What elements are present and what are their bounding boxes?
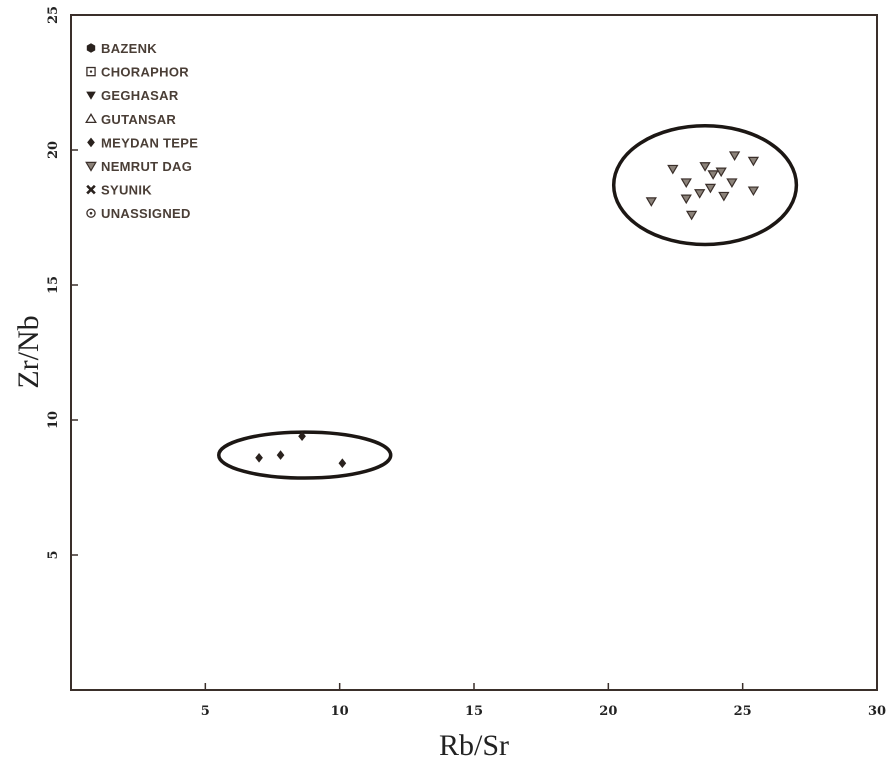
- point-nemrut-dag-14: [747, 156, 760, 167]
- y-tick-label-20: 20: [46, 141, 61, 159]
- point-nemrut-dag-2: [667, 164, 679, 175]
- point-meydan-tepe-3: [298, 431, 306, 441]
- cluster-ellipses: [217, 123, 799, 480]
- point-nemrut-dag-6: [694, 189, 706, 199]
- legend-label-syunik: SYUNIK: [101, 183, 152, 198]
- point-nemrut-dag-3: [680, 178, 692, 188]
- x-tick-label-15: 15: [465, 704, 483, 719]
- point-nemrut-dag-15: [747, 186, 760, 197]
- point-nemrut-dag-11: [718, 191, 730, 202]
- point-meydan-tepe-2: [276, 450, 285, 460]
- point-meydan-tepe-1: [255, 453, 263, 463]
- x-tick-label-20: 20: [599, 704, 617, 719]
- legend-marker-bazenk: [86, 43, 96, 53]
- y-tick-label-25: 25: [46, 6, 61, 24]
- x-tick-label-30: 30: [868, 704, 886, 719]
- legend-marker-choraphor: [86, 66, 96, 77]
- legend-label-geghasar: GEGHASAR: [101, 88, 179, 103]
- x-axis-title: Rb/Sr: [439, 729, 509, 762]
- x-tick-label-5: 5: [201, 704, 210, 719]
- legend-marker-gutansar: [85, 112, 97, 124]
- legend-label-nemrut-dag: NEMRUT DAG: [101, 159, 192, 174]
- x-axis-ticks: 5 10 15 20 25 30: [201, 683, 886, 719]
- point-nemrut-dag-12: [726, 178, 738, 188]
- legend: BAZENK CHORAPHOR GEGHASAR GUTANSAR MEYDAN TE…: [85, 41, 198, 221]
- cluster-ellipse-2: [611, 123, 799, 247]
- legend-marker-syunik: [86, 184, 96, 195]
- y-tick-label-10: 10: [46, 411, 61, 429]
- point-nemrut-dag-9: [707, 170, 719, 180]
- legend-marker-nemrut-dag: [85, 161, 97, 172]
- data-points: [255, 151, 760, 468]
- legend-marker-meydan-tepe: [87, 137, 95, 148]
- legend-label-choraphor: CHORAPHOR: [101, 65, 189, 80]
- legend-label-meydan-tepe: MEYDAN TEPE: [101, 135, 198, 150]
- y-axis-ticks: 5 10 15 20 25: [46, 6, 78, 560]
- cluster-ellipse-1: [217, 430, 393, 480]
- y-tick-label-15: 15: [46, 276, 61, 294]
- point-nemrut-dag-7: [699, 162, 711, 172]
- point-nemrut-dag-4: [680, 194, 692, 205]
- y-axis-title: Zr/Nb: [12, 315, 45, 388]
- legend-marker-unassigned: [86, 208, 96, 218]
- legend-label-gutansar: GUTANSAR: [101, 112, 176, 127]
- y-tick-label-5: 5: [46, 550, 61, 559]
- point-nemrut-dag-5: [685, 210, 698, 221]
- x-tick-label-10: 10: [331, 704, 349, 719]
- point-nemrut-dag-8: [704, 183, 717, 194]
- point-nemrut-dag-1: [645, 197, 657, 207]
- point-meydan-tepe-4: [338, 458, 347, 468]
- legend-label-bazenk: BAZENK: [101, 41, 157, 56]
- point-nemrut-dag-10: [715, 167, 727, 178]
- point-nemrut-dag-13: [728, 151, 741, 161]
- legend-label-unassigned: UNASSIGNED: [101, 206, 191, 221]
- x-tick-label-25: 25: [734, 704, 752, 719]
- legend-marker-geghasar: [86, 91, 96, 100]
